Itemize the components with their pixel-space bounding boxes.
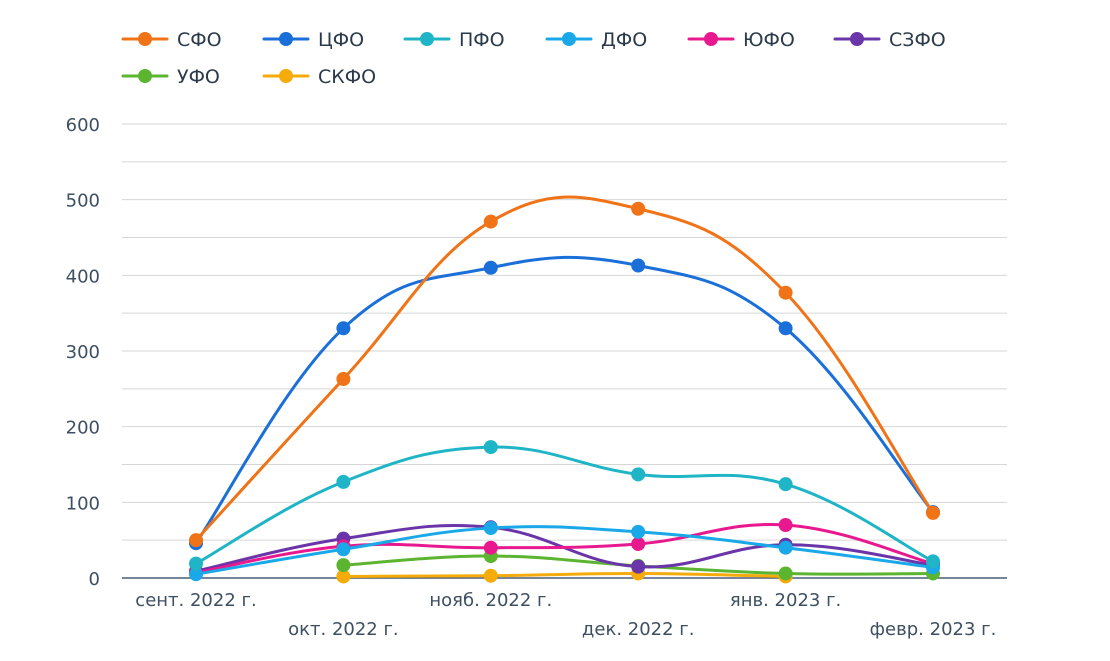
legend-marker bbox=[562, 32, 576, 46]
series-line bbox=[194, 523, 935, 575]
series-сфо bbox=[189, 195, 940, 548]
data-point[interactable] bbox=[631, 467, 646, 482]
data-point[interactable] bbox=[778, 540, 793, 555]
legend-label: ЮФО bbox=[743, 29, 795, 51]
series-line bbox=[194, 195, 935, 542]
x-axis-ticks: сент. 2022 г. окт. 2022 г. нояб. 2022 г. де… bbox=[135, 590, 996, 640]
y-tick-label: 400 bbox=[66, 266, 100, 287]
data-point[interactable] bbox=[778, 321, 793, 336]
series-сзфо bbox=[189, 520, 940, 579]
data-point[interactable] bbox=[631, 258, 646, 273]
legend-marker bbox=[279, 69, 293, 83]
legend-item-пфо[interactable]: ПФО bbox=[403, 29, 505, 51]
data-point[interactable] bbox=[778, 518, 793, 533]
series-пфо bbox=[189, 440, 940, 571]
legend-label: ДФО bbox=[601, 29, 647, 51]
series-line bbox=[194, 255, 935, 545]
x-tick-label: дек. 2022 г. bbox=[582, 619, 695, 640]
data-point[interactable] bbox=[483, 540, 498, 555]
data-point[interactable] bbox=[336, 371, 351, 386]
legend-item-уфо[interactable]: УФО bbox=[121, 66, 220, 88]
data-point[interactable] bbox=[631, 201, 646, 216]
data-point[interactable] bbox=[483, 521, 498, 536]
series-цфо bbox=[189, 255, 940, 551]
y-tick-label: 100 bbox=[66, 493, 100, 514]
series-line bbox=[194, 525, 935, 576]
y-tick-label: 500 bbox=[66, 191, 100, 212]
legend-label: ЦФО bbox=[318, 29, 364, 51]
data-point[interactable] bbox=[189, 533, 203, 548]
data-point[interactable] bbox=[483, 214, 498, 229]
data-point[interactable] bbox=[631, 524, 646, 539]
data-point[interactable] bbox=[631, 536, 646, 551]
legend-item-цфо[interactable]: ЦФО bbox=[262, 29, 364, 51]
legend-label: СКФО bbox=[318, 66, 376, 88]
legend-label: УФО bbox=[177, 66, 220, 88]
data-point[interactable] bbox=[189, 556, 203, 571]
legend-marker bbox=[279, 32, 293, 46]
series-скфо bbox=[336, 566, 793, 584]
series-дфо bbox=[189, 521, 940, 582]
series-line bbox=[194, 445, 935, 566]
data-point[interactable] bbox=[189, 567, 203, 582]
legend-marker bbox=[704, 32, 718, 46]
x-tick-label: нояб. 2022 г. bbox=[429, 590, 552, 611]
data-point[interactable] bbox=[483, 440, 498, 455]
data-point[interactable] bbox=[926, 505, 940, 520]
data-point[interactable] bbox=[336, 542, 351, 557]
data-point[interactable] bbox=[336, 321, 351, 336]
legend-label: СЗФО bbox=[889, 29, 946, 51]
grid-lines bbox=[122, 123, 1007, 541]
y-tick-label: 300 bbox=[66, 342, 100, 363]
legend-item-дфо[interactable]: ДФО bbox=[545, 29, 647, 51]
data-point[interactable] bbox=[336, 474, 351, 489]
series-group bbox=[189, 195, 940, 584]
legend-marker bbox=[850, 32, 864, 46]
data-point[interactable] bbox=[483, 260, 498, 275]
data-point[interactable] bbox=[778, 566, 793, 581]
data-point[interactable] bbox=[336, 569, 351, 584]
y-tick-label: 200 bbox=[66, 418, 100, 439]
legend-item-юфо[interactable]: ЮФО bbox=[687, 29, 795, 51]
data-point[interactable] bbox=[926, 554, 940, 569]
data-point[interactable] bbox=[336, 558, 351, 573]
y-tick-label: 0 bbox=[89, 569, 100, 590]
legend-marker bbox=[138, 32, 152, 46]
x-tick-label: янв. 2023 г. bbox=[730, 590, 841, 611]
data-point[interactable] bbox=[778, 285, 793, 300]
legend: СФО ЦФО ПФО ДФО ЮФО СЗФО УФО СКФО bbox=[121, 29, 946, 88]
data-point[interactable] bbox=[631, 559, 646, 574]
x-tick-label: февр. 2023 г. bbox=[870, 619, 997, 640]
y-tick-label: 600 bbox=[66, 115, 100, 136]
x-tick-label: сент. 2022 г. bbox=[135, 590, 256, 611]
data-point[interactable] bbox=[483, 568, 498, 583]
legend-marker bbox=[420, 32, 434, 46]
data-point[interactable] bbox=[778, 477, 793, 492]
y-axis-ticks: 0 100 200 300 400 500 600 bbox=[66, 115, 100, 590]
legend-item-сзфо[interactable]: СЗФО bbox=[833, 29, 946, 51]
legend-item-скфо[interactable]: СКФО bbox=[262, 66, 376, 88]
legend-item-сфо[interactable]: СФО bbox=[121, 29, 222, 51]
legend-marker bbox=[138, 69, 152, 83]
legend-label: СФО bbox=[177, 29, 222, 51]
series-line bbox=[341, 571, 788, 578]
legend-label: ПФО bbox=[459, 29, 505, 51]
x-tick-label: окт. 2022 г. bbox=[288, 619, 399, 640]
